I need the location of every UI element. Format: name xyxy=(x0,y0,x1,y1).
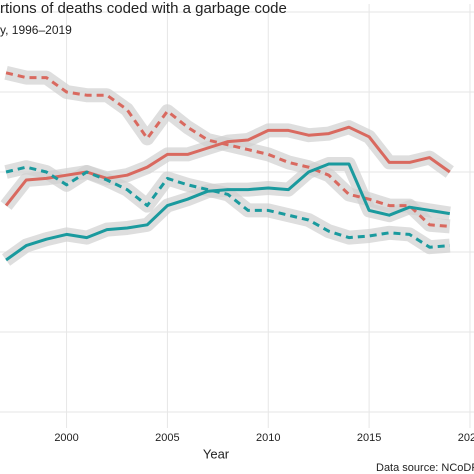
x-tick-label: 2020 xyxy=(458,432,474,444)
x-tick-label: 2015 xyxy=(357,432,381,444)
chart-title: rtions of deaths coded with a garbage co… xyxy=(0,0,287,17)
series-line xyxy=(5,162,451,262)
x-tick-label: 2005 xyxy=(155,432,179,444)
x-tick-label: 2000 xyxy=(54,432,78,444)
series-line xyxy=(5,71,450,228)
series-line xyxy=(4,125,451,207)
plot xyxy=(0,4,474,428)
source-note: Data source: NCoDR xyxy=(376,462,474,474)
x-tick-label: 2010 xyxy=(256,432,280,444)
chart-subtitle: y, 1996–2019 xyxy=(0,23,72,37)
x-axis-label: Year xyxy=(203,446,230,461)
series-line xyxy=(5,165,450,249)
